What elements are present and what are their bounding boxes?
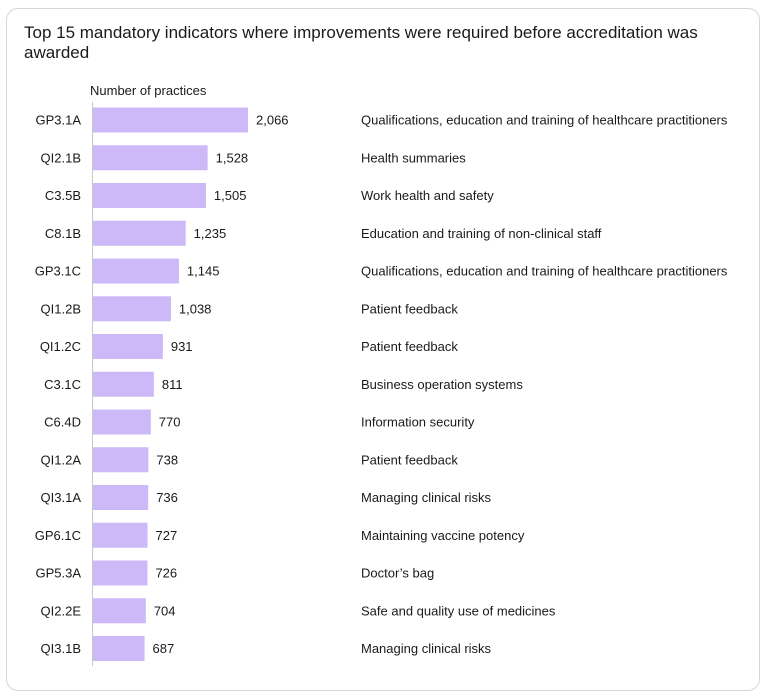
value-label: 811	[162, 377, 183, 392]
bar	[93, 258, 179, 284]
bar	[93, 409, 151, 435]
category-label: QI1.2C	[40, 339, 81, 354]
category-label: QI3.1B	[41, 641, 81, 656]
bar	[93, 145, 208, 171]
category-label: QI1.2B	[41, 301, 81, 316]
value-label: 704	[154, 603, 176, 618]
indicator-description: Qualifications, education and training o…	[361, 113, 728, 128]
value-label: 687	[153, 641, 175, 656]
value-label: 726	[155, 566, 177, 581]
indicator-description: Business operation systems	[361, 377, 523, 392]
value-label: 1,235	[194, 226, 227, 241]
category-label: C6.4D	[44, 415, 81, 430]
bar	[93, 296, 171, 322]
category-label: QI3.1A	[41, 490, 82, 505]
value-label: 931	[171, 339, 193, 354]
bar	[93, 334, 163, 359]
category-label: C3.1C	[44, 377, 81, 392]
category-label: GP6.1C	[35, 528, 81, 543]
indicator-description: Patient feedback	[361, 452, 458, 467]
indicator-description: Safe and quality use of medicines	[361, 603, 556, 618]
category-label: QI1.2A	[41, 452, 82, 467]
chart-title: Top 15 mandatory indicators where improv…	[24, 23, 698, 62]
value-label: 1,145	[187, 264, 220, 279]
category-label: QI2.2E	[41, 603, 82, 618]
value-label: 738	[156, 452, 178, 467]
category-label: QI2.1B	[41, 150, 81, 165]
indicator-description: Managing clinical risks	[361, 641, 492, 656]
bar	[93, 447, 149, 473]
value-label: 736	[156, 490, 178, 505]
indicator-description: Education and training of non-clinical s…	[361, 226, 602, 241]
y-axis-label: Number of practices	[90, 83, 207, 98]
category-label: GP3.1A	[35, 113, 81, 128]
indicator-description: Qualifications, education and training o…	[361, 264, 728, 279]
indicator-description: Work health and safety	[361, 188, 494, 203]
indicator-description: Patient feedback	[361, 301, 458, 316]
category-label: GP5.3A	[35, 566, 81, 581]
value-label: 727	[156, 528, 178, 543]
indicator-description: Maintaining vaccine potency	[361, 528, 525, 543]
bar	[93, 636, 145, 661]
bar	[93, 107, 248, 133]
bar	[93, 560, 148, 586]
category-label: C8.1B	[45, 226, 81, 241]
value-label: 2,066	[256, 113, 289, 128]
value-label: 770	[159, 415, 181, 430]
value-label: 1,528	[216, 150, 249, 165]
category-label: GP3.1C	[35, 264, 81, 279]
indicator-description: Managing clinical risks	[361, 490, 492, 505]
bar	[93, 371, 154, 397]
value-label: 1,038	[179, 301, 212, 316]
indicator-description: Health summaries	[361, 150, 466, 165]
indicator-description: Doctor’s bag	[361, 566, 434, 581]
bar	[93, 220, 186, 246]
bar	[93, 183, 206, 208]
bar	[93, 522, 148, 548]
bar	[93, 485, 149, 510]
indicator-description: Patient feedback	[361, 339, 458, 354]
value-label: 1,505	[214, 188, 247, 203]
bar	[93, 598, 146, 624]
category-label: C3.5B	[45, 188, 81, 203]
indicator-description: Information security	[361, 415, 475, 430]
bars-group: GP3.1A 2,066 Qualifications, education and…	[35, 107, 728, 661]
